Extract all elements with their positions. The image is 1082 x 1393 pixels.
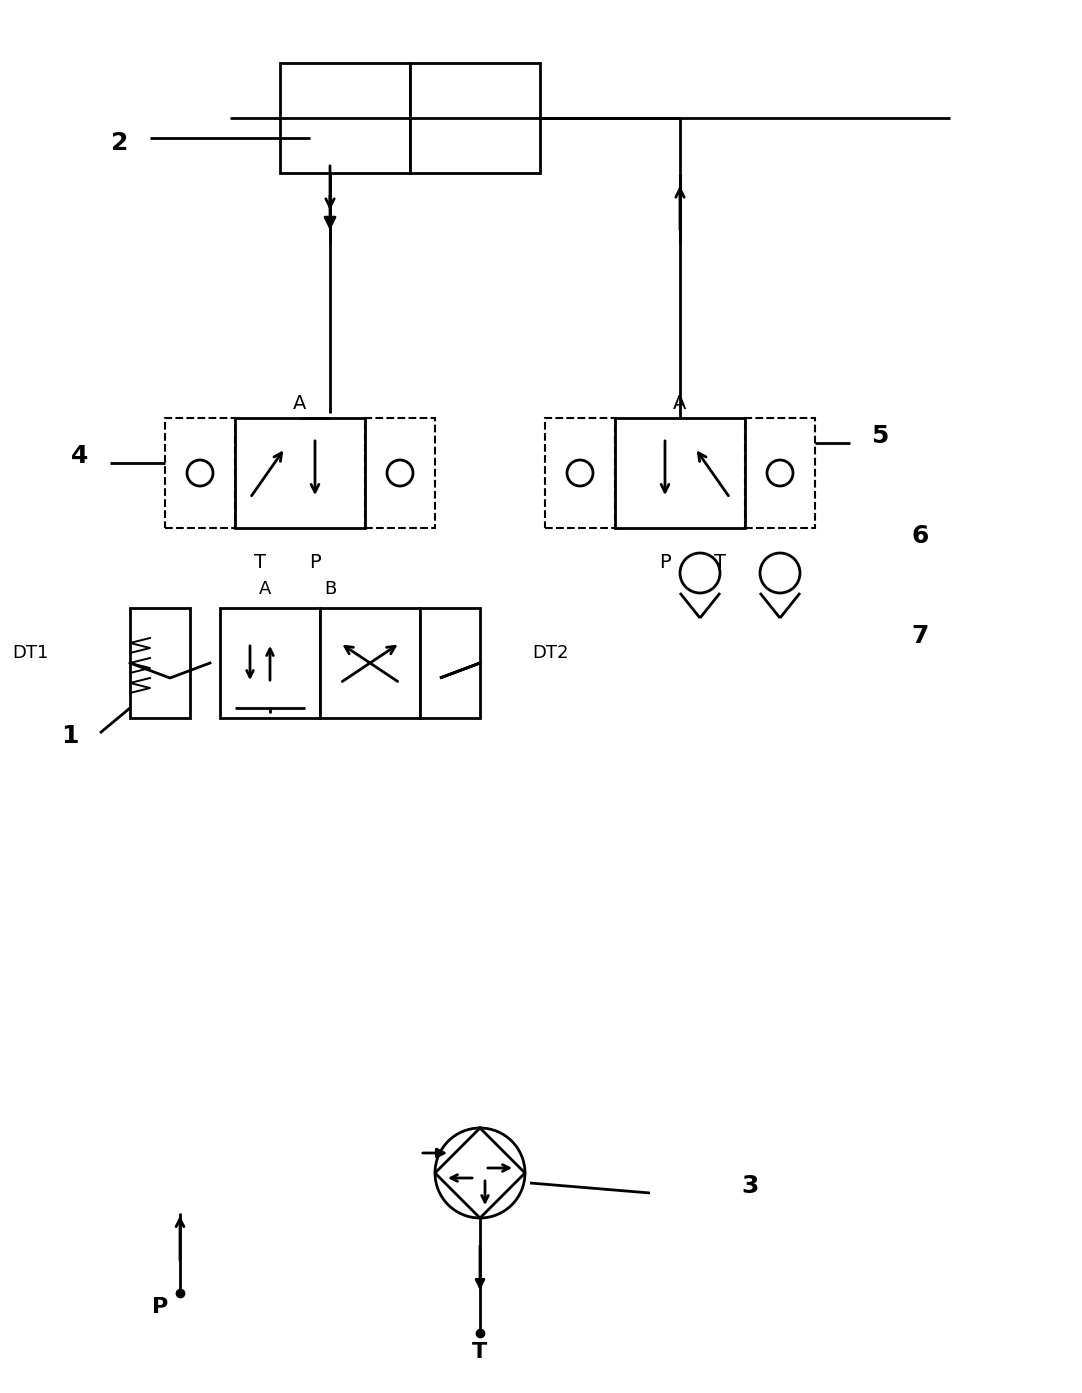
Bar: [320, 607, 420, 717]
Text: T: T: [254, 553, 266, 573]
Text: A: A: [673, 394, 687, 412]
Bar: [365, 418, 435, 528]
Text: P: P: [659, 553, 671, 573]
Bar: [130, 607, 190, 717]
Text: 4: 4: [71, 444, 89, 468]
Text: DT1: DT1: [12, 644, 49, 662]
Text: 5: 5: [871, 423, 888, 449]
Text: B: B: [324, 579, 337, 598]
Text: 6: 6: [911, 524, 928, 547]
Bar: [235, 418, 365, 528]
Bar: [280, 63, 410, 173]
Text: 2: 2: [111, 131, 129, 155]
Text: P: P: [309, 553, 320, 573]
Bar: [420, 607, 480, 717]
Bar: [615, 418, 745, 528]
Text: DT2: DT2: [531, 644, 568, 662]
Bar: [164, 418, 235, 528]
Text: A: A: [259, 579, 272, 598]
Bar: [745, 418, 815, 528]
Text: A: A: [293, 394, 306, 412]
Text: 7: 7: [911, 624, 928, 648]
Text: 3: 3: [741, 1174, 758, 1198]
Text: T: T: [473, 1341, 488, 1362]
Bar: [545, 418, 615, 528]
Text: T: T: [714, 553, 726, 573]
Text: P: P: [151, 1297, 168, 1316]
Text: 1: 1: [62, 724, 79, 748]
Bar: [220, 607, 320, 717]
Bar: [410, 63, 540, 173]
